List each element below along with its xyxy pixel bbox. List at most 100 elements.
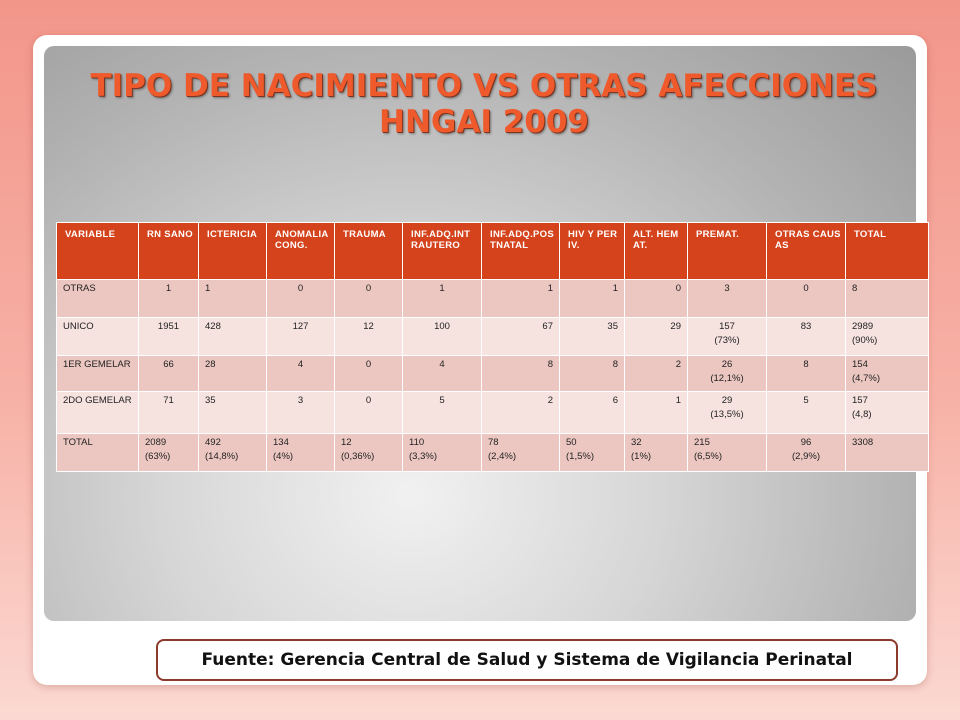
table-cell: 0: [624, 279, 688, 318]
cell-value: 1: [439, 283, 445, 294]
table-row: 2DO GEMELAR 71 35 3 0 5 2 6 1 29 (13,5%) 5 157 (4,8): [56, 391, 929, 434]
cell-value: 2: [547, 395, 553, 406]
row-label-cell: 1ER GEMELAR: [56, 355, 139, 392]
cell-percentage: (2,9%): [792, 451, 820, 462]
cell-percentage: (63%): [145, 451, 171, 462]
table-cell: 1: [198, 279, 267, 318]
table-cell: 3: [266, 391, 335, 434]
col-header-trauma: TRAUMA: [334, 222, 403, 280]
table-cell: 4: [266, 355, 335, 392]
table-cell: 8: [559, 355, 625, 392]
cell-value: 26: [721, 359, 733, 370]
table-cell: 67: [481, 317, 560, 356]
cell-percentage: (14,8%): [205, 451, 239, 462]
cell-value: 0: [365, 395, 372, 406]
table-cell: 8: [481, 355, 560, 392]
table-cell: 100: [402, 317, 482, 356]
cell-value: 71: [163, 395, 174, 406]
table-cell: 29: [624, 317, 688, 356]
cell-value: 4: [439, 359, 445, 370]
col-header-inf-intrautero: INF.ADQ.INTRAUTERO: [402, 222, 482, 280]
cell-percentage: (4,8): [852, 409, 872, 420]
cell-value: 8: [547, 359, 553, 370]
table-cell: 3308: [845, 433, 929, 472]
table-cell: 96 (2,9%): [766, 433, 846, 472]
cell-percentage: (3,3%): [409, 451, 437, 462]
cell-percentage: (1,5%): [566, 451, 594, 462]
cell-value: 6: [612, 395, 618, 406]
cell-value: 1: [165, 283, 172, 294]
col-header-anomalia-cong: ANOMALIA CONG.: [266, 222, 335, 280]
cell-value: 32: [631, 437, 642, 448]
cell-value: 35: [205, 395, 216, 406]
cell-value: 492: [205, 437, 221, 448]
cell-percentage: (4%): [273, 451, 294, 462]
cell-value: 0: [297, 283, 304, 294]
table-cell: 26 (12,1%): [687, 355, 767, 392]
table-cell: 215 (6,5%): [687, 433, 767, 472]
cell-value: 96: [800, 437, 812, 448]
col-header-total: TOTAL: [845, 222, 929, 280]
table-cell: 3: [687, 279, 767, 318]
cell-value: 134: [273, 437, 289, 448]
table-cell: 1951: [138, 317, 199, 356]
table-cell: 12: [334, 317, 403, 356]
cell-value: 100: [434, 321, 450, 332]
cell-value: 2DO GEMELAR: [63, 395, 132, 406]
table-cell: 2989 (90%): [845, 317, 929, 356]
cell-value: 3308: [852, 437, 874, 448]
table-cell: 157 (4,8): [845, 391, 929, 434]
cell-value: 78: [488, 437, 499, 448]
cell-value: 157: [852, 395, 868, 406]
cell-value: 2: [675, 359, 681, 370]
table-cell: 66: [138, 355, 199, 392]
cell-value: 154: [852, 359, 868, 370]
cell-percentage: (12,1%): [710, 373, 744, 384]
table-cell: 1: [559, 279, 625, 318]
cell-value: 1951: [157, 321, 180, 332]
table-row: OTRAS 1 1 0 0 1 1 1 0 3 0 8: [56, 279, 929, 318]
row-label-cell: 2DO GEMELAR: [56, 391, 139, 434]
table-header-row: VARIABLE RN SANO ICTERICIA ANOMALIA CONG…: [56, 222, 929, 280]
title-line-1: TIPO DE NACIMIENTO VS OTRAS AFECCIONES: [90, 68, 878, 104]
table-cell: 4: [402, 355, 482, 392]
table-row: 1ER GEMELAR 66 28 4 0 4 8 8 2 26 (12,1%) 8 154 (4,7%): [56, 355, 929, 392]
cell-value: 428: [205, 321, 221, 332]
col-header-inf-postnatal: INF.ADQ.POSTNATAL: [481, 222, 560, 280]
cell-value: 28: [205, 359, 216, 370]
table-cell: 29 (13,5%): [687, 391, 767, 434]
table-cell: 12 (0,36%): [334, 433, 403, 472]
cell-value: 0: [803, 283, 809, 294]
table-cell: 2: [481, 391, 560, 434]
cell-value: 8: [852, 283, 858, 294]
cell-percentage: (13,5%): [710, 409, 744, 420]
col-header-variable: VARIABLE: [56, 222, 139, 280]
cell-percentage: (1%): [631, 451, 652, 462]
cell-percentage: (4,7%): [852, 373, 880, 384]
table-cell: 2089 (63%): [138, 433, 199, 472]
cell-value: 5: [439, 395, 445, 406]
cell-value: 50: [566, 437, 577, 448]
cell-value: 35: [607, 321, 618, 332]
table-row: UNICO 1951 428 127 12 100 67 35 29 157 (73%) 83 2989…: [56, 317, 929, 356]
cell-value: 110: [409, 437, 425, 448]
cell-value: 29: [670, 321, 681, 332]
col-header-otras-causas: OTRAS CAUSAS: [766, 222, 846, 280]
cell-value: UNICO: [63, 321, 94, 332]
table-cell: 0: [334, 391, 403, 434]
table-cell: 134 (4%): [266, 433, 335, 472]
table-cell: 157 (73%): [687, 317, 767, 356]
table-cell: 2: [624, 355, 688, 392]
table-cell: 154 (4,7%): [845, 355, 929, 392]
row-label-cell: TOTAL: [56, 433, 139, 472]
slide-title: TIPO DE NACIMIENTO VS OTRAS AFECCIONES H…: [44, 68, 924, 140]
cell-value: 66: [163, 359, 174, 370]
table-cell: 0: [334, 279, 403, 318]
cell-value: 29: [721, 395, 733, 406]
table-cell: 0: [334, 355, 403, 392]
table-cell: 1: [481, 279, 560, 318]
table-cell: 6: [559, 391, 625, 434]
cell-value: 2989: [852, 321, 874, 332]
table-cell: 71: [138, 391, 199, 434]
cell-value: 83: [800, 321, 812, 332]
